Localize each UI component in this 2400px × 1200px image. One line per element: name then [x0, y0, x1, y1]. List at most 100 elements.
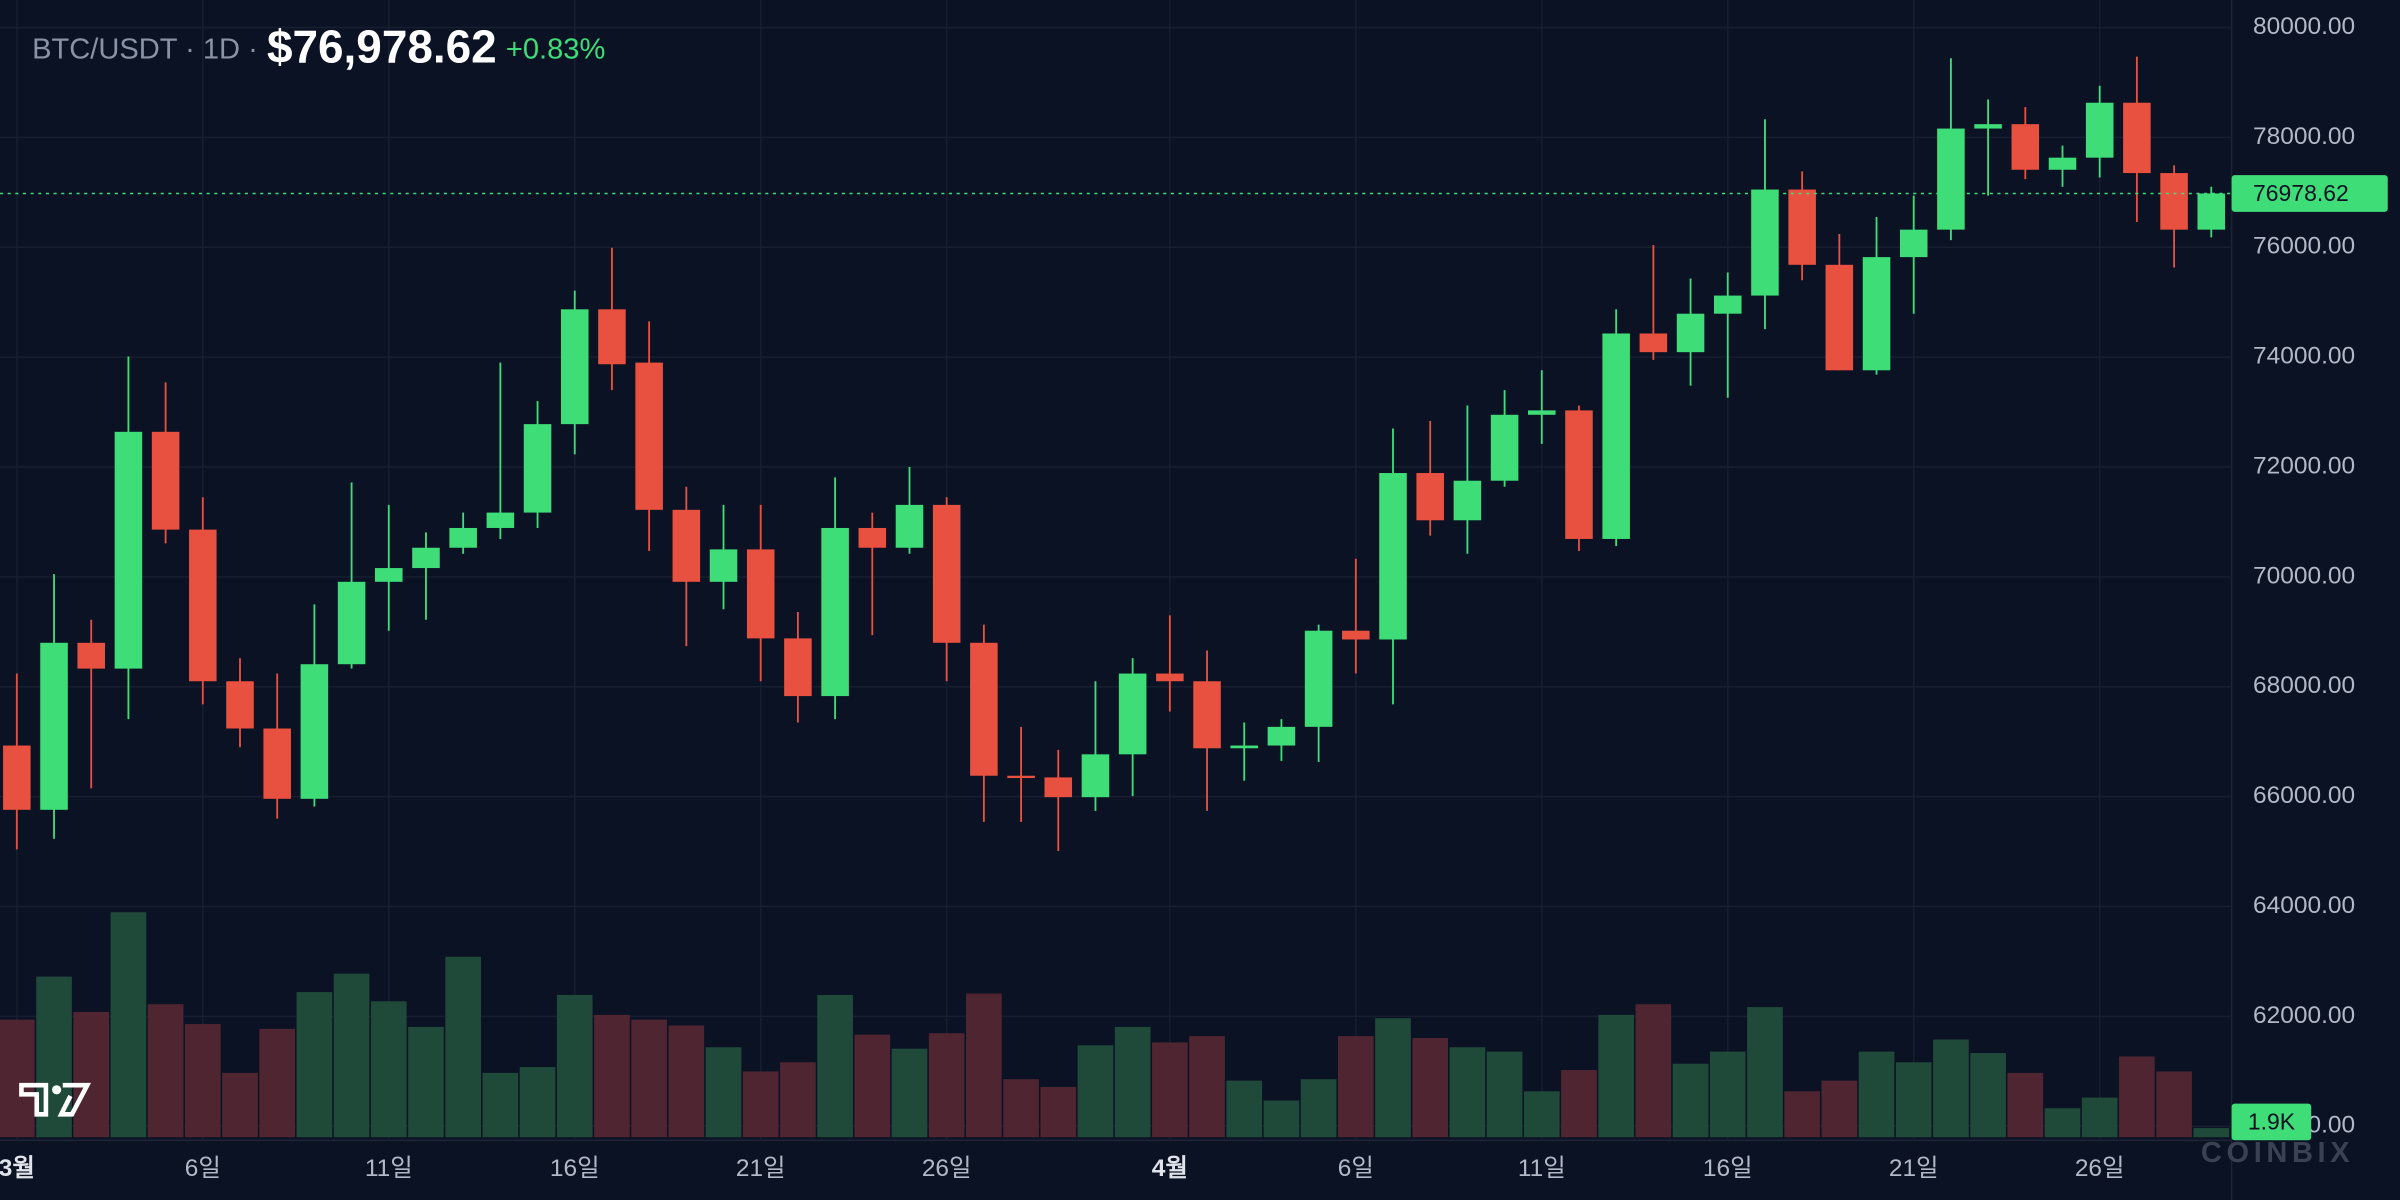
- x-tick-label: 6일: [185, 1155, 221, 1182]
- x-tick-label: 16일: [550, 1155, 600, 1182]
- price: $76,978.62: [267, 21, 497, 73]
- x-tick-label: 6일: [1338, 1155, 1374, 1182]
- volume-bar: [1784, 1091, 1820, 1138]
- candle-body: [1899, 229, 1928, 258]
- volume-bar: [594, 1014, 630, 1138]
- volume-bar: [1263, 1100, 1300, 1138]
- y-tick-label: 72000.00: [2253, 452, 2355, 479]
- candle-body: [1230, 745, 1259, 749]
- y-tick-label: 62000.00: [2253, 1002, 2355, 1029]
- volume-bar: [1375, 1018, 1411, 1138]
- volume-bar: [1858, 1051, 1895, 1138]
- volume-bar: [184, 1024, 221, 1138]
- candle-body: [1007, 775, 1035, 779]
- candle-body: [412, 547, 440, 569]
- label-layer: 60000.0062000.0064000.0066000.0068000.00…: [0, 13, 2388, 1182]
- y-tick-label: 66000.00: [2253, 782, 2355, 809]
- change: +0.83%: [506, 33, 605, 65]
- volume-bar: [296, 992, 333, 1138]
- volume-bar: [742, 1071, 779, 1138]
- x-tick-label: 11일: [1518, 1155, 1566, 1182]
- x-tick-label: 11일: [365, 1155, 413, 1182]
- volume-bar: [705, 1047, 742, 1138]
- candle-body: [263, 728, 291, 799]
- candle-body: [486, 512, 515, 528]
- candle-body: [672, 509, 701, 582]
- volume-bar: [1486, 1051, 1523, 1138]
- candle-body: [1565, 410, 1593, 539]
- volume-bar: [668, 1025, 705, 1138]
- volume-bar: [333, 973, 370, 1138]
- candle-body: [858, 527, 887, 548]
- volume-bar: [1523, 1091, 1560, 1138]
- candle-body: [932, 504, 961, 643]
- volume-bar: [928, 1033, 965, 1138]
- volume-bar: [854, 1034, 891, 1138]
- volume-bar: [1970, 1053, 2006, 1138]
- candle-body: [1304, 630, 1333, 727]
- volume-bar: [780, 1062, 816, 1138]
- y-tick-label: 70000.00: [2253, 562, 2355, 589]
- candle-body: [1639, 333, 1668, 353]
- volume-bar: [2007, 1072, 2044, 1138]
- candle-body: [1156, 673, 1184, 682]
- candle-body: [895, 504, 924, 548]
- candle-body: [449, 527, 477, 548]
- last-price-box: [2231, 175, 2388, 212]
- candle-layer: [3, 56, 2226, 852]
- candle-body: [1490, 414, 1519, 481]
- x-tick-label: 26일: [2075, 1155, 2125, 1182]
- candle-body: [1342, 630, 1370, 640]
- candle-body: [151, 431, 180, 530]
- candle-body: [2197, 193, 2226, 230]
- candle-body: [1193, 681, 1221, 749]
- candle-body: [598, 309, 626, 365]
- candle-body: [337, 581, 366, 665]
- candle-body: [2085, 102, 2114, 158]
- tv-logo: [19, 1082, 92, 1117]
- last-price-label: 76978.62: [2253, 180, 2349, 206]
- candle-body: [1825, 264, 1854, 371]
- candle-body: [40, 642, 68, 810]
- volume-bar: [1003, 1079, 1039, 1138]
- candle-body: [2160, 173, 2188, 230]
- candle-body: [1379, 473, 1407, 640]
- candle-body: [1044, 777, 1073, 798]
- candle-body: [784, 638, 812, 697]
- volume-bar: [1449, 1047, 1486, 1138]
- volume-bar: [1040, 1086, 1077, 1138]
- volume-bar: [1337, 1036, 1374, 1138]
- y-tick-label: 78000.00: [2253, 123, 2355, 150]
- volume-bar: [1300, 1079, 1337, 1138]
- volume-bar: [817, 994, 853, 1138]
- candle-body: [300, 664, 329, 799]
- candle-body: [3, 745, 31, 810]
- x-tick-label: 21일: [736, 1155, 786, 1182]
- volume-bar: [222, 1072, 258, 1138]
- volume-bar: [1152, 1042, 1188, 1138]
- volume-bar: [2119, 1056, 2155, 1138]
- candle-body: [709, 549, 738, 582]
- volume-bar: [631, 1019, 667, 1138]
- volume-bar: [36, 976, 72, 1138]
- volume-bar: [2193, 1128, 2230, 1138]
- volume-bar: [2044, 1108, 2081, 1138]
- volume-box: [2231, 1103, 2312, 1141]
- volume-bar: [1635, 1004, 1672, 1138]
- volume-bar: [1114, 1026, 1151, 1138]
- volume-bar: [259, 1028, 296, 1138]
- candle-body: [1937, 128, 1965, 230]
- volume-bar: [408, 1026, 444, 1138]
- candle-body: [77, 642, 105, 669]
- header: BTC/USDT · 1D · $76,978.62 +0.83%: [32, 21, 605, 73]
- volume-bar: [1077, 1045, 1114, 1138]
- volume-layer: [0, 912, 2230, 1138]
- candle-body: [2011, 124, 2040, 170]
- volume-bar: [110, 912, 147, 1138]
- candle-body: [1081, 754, 1110, 798]
- y-tick-label: 64000.00: [2253, 892, 2355, 919]
- volume-bar: [556, 994, 593, 1138]
